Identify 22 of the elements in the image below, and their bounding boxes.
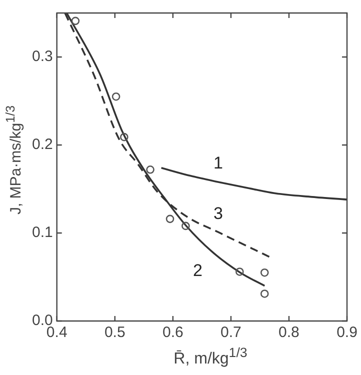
point [166, 214, 174, 224]
point [260, 268, 269, 277]
line-series [160, 166, 347, 200]
y-tick-label: 0.3 [32, 48, 53, 66]
x-tick-label: 0.7 [220, 324, 242, 342]
point [260, 290, 269, 298]
point [146, 165, 154, 174]
point [182, 222, 190, 230]
y-tick-label: 0.1 [32, 224, 53, 242]
x-tick-label: 0.8 [278, 324, 300, 342]
x-tick-label: 0.6 [162, 324, 184, 342]
point [235, 268, 244, 276]
series-label: 2 [193, 261, 203, 280]
series-label: 3 [213, 204, 223, 223]
point [120, 132, 128, 142]
x-tick-label: 0.5 [104, 324, 126, 342]
series-label: 1 [213, 154, 223, 173]
point [71, 16, 80, 26]
y-tick-label: 0.2 [32, 136, 53, 154]
x-tick-label: 0.9 [336, 324, 358, 342]
point [112, 92, 120, 101]
x-axis-title: R̄, m/kg$^{1/3}$ [172, 345, 248, 368]
